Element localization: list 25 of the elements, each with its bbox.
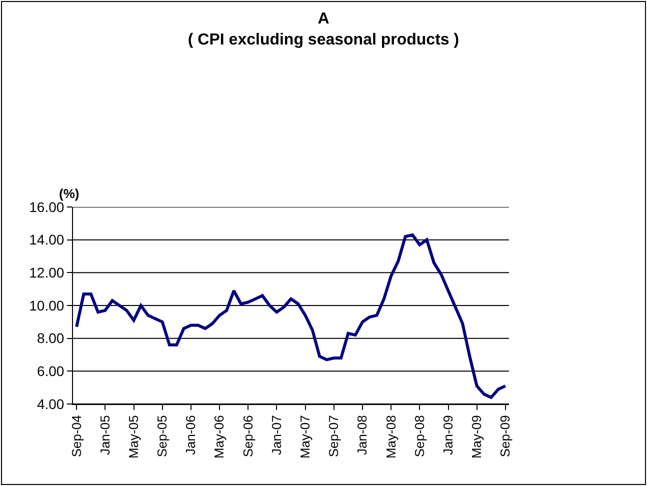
x-tick-label: Sep-07 (326, 415, 342, 458)
x-tick-label: May-08 (383, 415, 398, 459)
y-tick-label: 4.00 (36, 396, 64, 412)
y-tick-label: 12.00 (29, 264, 64, 281)
x-tick-label: Sep-05 (154, 415, 170, 458)
y-tick-label: 6.00 (36, 363, 64, 380)
x-tick-label: May-07 (298, 415, 313, 459)
x-tick-label: Sep-06 (240, 415, 256, 458)
x-tick-label: Jan-09 (440, 415, 456, 455)
x-tick-label: Sep-09 (498, 415, 513, 458)
x-tick-label: Jan-06 (183, 415, 198, 455)
x-tick-label: Sep-08 (412, 415, 427, 458)
x-tick-label: Sep-04 (68, 415, 84, 458)
x-tick-label: May-09 (469, 415, 484, 459)
y-axis-title: (%) (59, 186, 80, 201)
x-tick-label: Jan-05 (97, 415, 112, 455)
y-tick-label: 14.00 (29, 232, 64, 248)
x-tick-label: Jan-07 (268, 415, 284, 455)
chart-title: A ( CPI excluding seasonal products ) (188, 10, 460, 48)
y-tick-label: 8.00 (36, 330, 64, 346)
x-tick-label: Jan-08 (354, 415, 370, 455)
x-tick-label: May-05 (126, 415, 141, 459)
y-tick-label: 10.00 (29, 297, 64, 314)
line-series (75, 233, 507, 399)
x-tick-label: May-06 (212, 415, 227, 459)
